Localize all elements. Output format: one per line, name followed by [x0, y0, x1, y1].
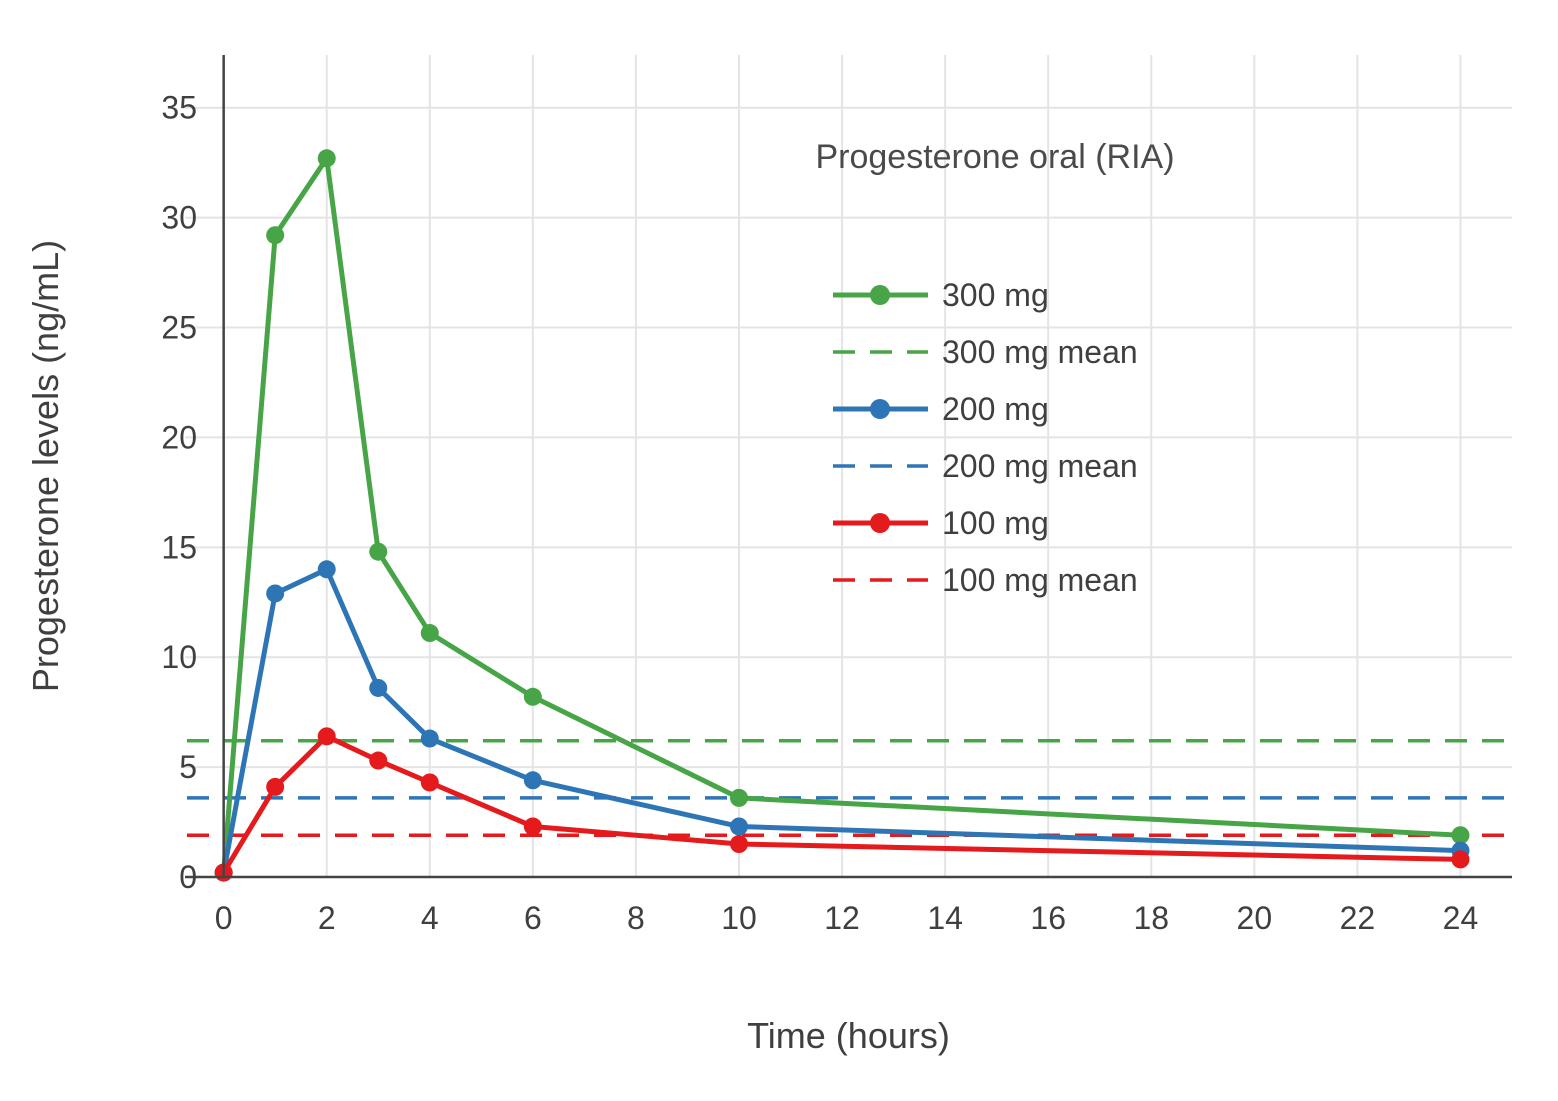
data-point	[369, 678, 388, 697]
legend-label: 100 mg mean	[942, 562, 1138, 598]
legend-label: 200 mg mean	[942, 448, 1138, 484]
x-tick-label: 18	[1133, 900, 1169, 936]
legend-item-200-mg[interactable]: 200 mg	[833, 391, 1049, 427]
legend-item-100-mg-mean[interactable]: 100 mg mean	[833, 562, 1138, 598]
data-point	[729, 817, 748, 836]
data-point	[369, 751, 388, 770]
data-point	[420, 624, 439, 643]
y-tick-label: 20	[161, 419, 197, 455]
data-point	[266, 584, 285, 603]
legend-label: 300 mg mean	[942, 334, 1138, 370]
data-point	[1451, 826, 1470, 845]
data-point	[266, 777, 285, 796]
legend-item-300-mg-mean[interactable]: 300 mg mean	[833, 334, 1138, 370]
data-point	[266, 226, 285, 245]
series-100-mg	[214, 727, 1470, 882]
x-tick-label: 6	[524, 900, 542, 936]
data-point	[420, 729, 439, 748]
axes	[185, 55, 1512, 879]
y-tick-label: 0	[179, 859, 197, 895]
legend-item-200-mg-mean[interactable]: 200 mg mean	[833, 448, 1138, 484]
data-point	[523, 687, 542, 706]
data-point	[317, 149, 336, 168]
data-point	[1451, 850, 1470, 869]
data-point	[420, 773, 439, 792]
y-tick-label: 35	[161, 90, 197, 126]
legend-marker	[870, 513, 890, 533]
data-point	[317, 560, 336, 579]
legend-marker	[870, 399, 890, 419]
y-tick-label: 25	[161, 310, 197, 346]
y-tick-label: 10	[161, 639, 197, 675]
legend-item-300-mg[interactable]: 300 mg	[833, 277, 1049, 313]
legend-label: 200 mg	[942, 391, 1049, 427]
x-tick-label: 8	[627, 900, 645, 936]
y-tick-label: 15	[161, 529, 197, 565]
x-tick-label: 24	[1443, 900, 1479, 936]
x-tick-label: 10	[721, 900, 757, 936]
legend-marker	[870, 285, 890, 305]
x-tick-label: 12	[824, 900, 860, 936]
data-point	[369, 542, 388, 561]
x-tick-label: 4	[421, 900, 439, 936]
data-point	[729, 788, 748, 807]
x-tick-label: 0	[215, 900, 233, 936]
data-point	[523, 817, 542, 836]
x-tick-label: 20	[1237, 900, 1273, 936]
x-axis-label: Time (hours)	[747, 1015, 950, 1056]
data-point	[317, 727, 336, 746]
x-tick-label: 14	[927, 900, 963, 936]
x-tick-label: 22	[1340, 900, 1376, 936]
legend-item-100-mg[interactable]: 100 mg	[833, 505, 1049, 541]
chart-title: Progesterone oral (RIA)	[815, 138, 1174, 176]
data-point	[523, 771, 542, 790]
x-tick-label: 16	[1030, 900, 1066, 936]
y-tick-label: 5	[179, 749, 197, 785]
legend-label: 100 mg	[942, 505, 1049, 541]
data-point	[729, 835, 748, 854]
series-group	[187, 149, 1510, 882]
legend: 300 mg 300 mg mean 200 mg 200 mg mean 100 mg…	[833, 277, 1138, 598]
y-tick-label: 30	[161, 200, 197, 236]
legend-label: 300 mg	[942, 277, 1049, 313]
y-axis-label: Progesterone levels (ng/mL)	[25, 240, 66, 692]
x-tick-label: 2	[318, 900, 336, 936]
